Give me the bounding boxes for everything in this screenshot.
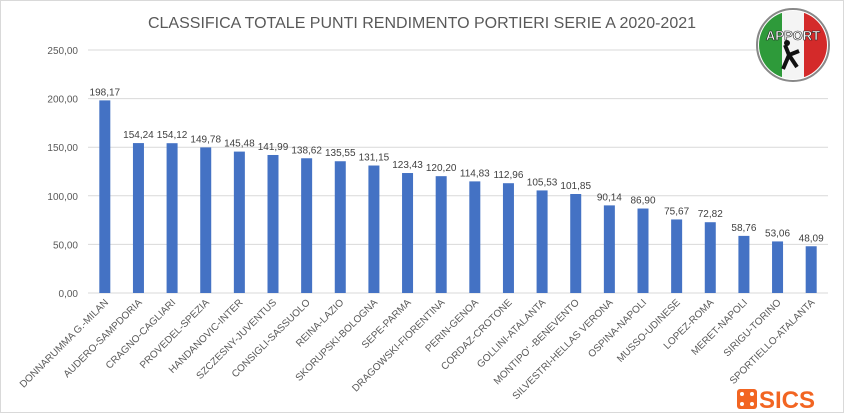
x-category-label: MUSSO-UDINESE [615, 297, 683, 365]
y-tick-label: 200,00 [47, 95, 78, 106]
data-label: 90,14 [597, 192, 622, 203]
bar [200, 147, 212, 293]
data-label: 75,67 [664, 206, 689, 217]
data-label: 86,90 [630, 196, 655, 207]
data-label: 198,17 [90, 87, 121, 98]
bar [603, 205, 615, 293]
bar [704, 222, 716, 293]
data-label: 135,55 [325, 148, 356, 159]
bar [233, 151, 245, 293]
data-label: 101,85 [560, 181, 591, 192]
y-tick-label: 100,00 [47, 192, 78, 203]
data-label: 72,82 [698, 209, 723, 220]
bar [637, 208, 649, 293]
data-label: 112,96 [494, 170, 524, 181]
svg-text:SICS: SICS [759, 387, 815, 413]
bar [334, 161, 346, 293]
y-tick-label: 150,00 [47, 143, 78, 154]
bar [570, 194, 582, 293]
data-label: 120,20 [426, 163, 457, 174]
bar [469, 181, 481, 293]
bar [772, 241, 784, 293]
data-label: 141,99 [258, 142, 289, 153]
data-label: 58,76 [731, 223, 756, 234]
data-label: 48,09 [799, 233, 824, 244]
bar [132, 143, 144, 293]
x-category-label: OSPINA-NAPOLI [586, 297, 649, 360]
bar [99, 100, 111, 294]
bar [536, 190, 548, 293]
bar [435, 176, 447, 293]
bar [402, 173, 414, 293]
bar [502, 183, 514, 293]
svg-text:APPORT: APPORT [766, 28, 820, 43]
data-label: 154,12 [157, 130, 188, 141]
data-label: 123,43 [392, 160, 423, 171]
bar [805, 246, 817, 293]
y-tick-label: 50,00 [53, 240, 78, 251]
data-label: 105,53 [527, 177, 558, 188]
appport-logo: APPORT [756, 8, 830, 82]
data-label: 145,48 [224, 139, 255, 150]
data-label: 154,24 [123, 130, 154, 141]
data-label: 53,06 [765, 228, 790, 239]
data-label: 138,62 [291, 145, 322, 156]
bar [671, 219, 683, 293]
sics-logo: SICS [737, 387, 815, 413]
bar [267, 154, 279, 293]
y-tick-label: 250,00 [47, 46, 78, 57]
chart-title: CLASSIFICA TOTALE PUNTI RENDIMENTO PORTI… [148, 15, 696, 32]
y-tick-label: 0,00 [59, 289, 79, 300]
bar [368, 165, 380, 293]
bar [166, 143, 178, 293]
data-label: 149,78 [190, 134, 221, 145]
data-label: 131,15 [359, 153, 390, 164]
bar [301, 158, 313, 293]
bar [738, 235, 750, 293]
x-category-label: SIRIGU-TORINO [722, 297, 784, 359]
data-label: 114,83 [460, 168, 490, 179]
